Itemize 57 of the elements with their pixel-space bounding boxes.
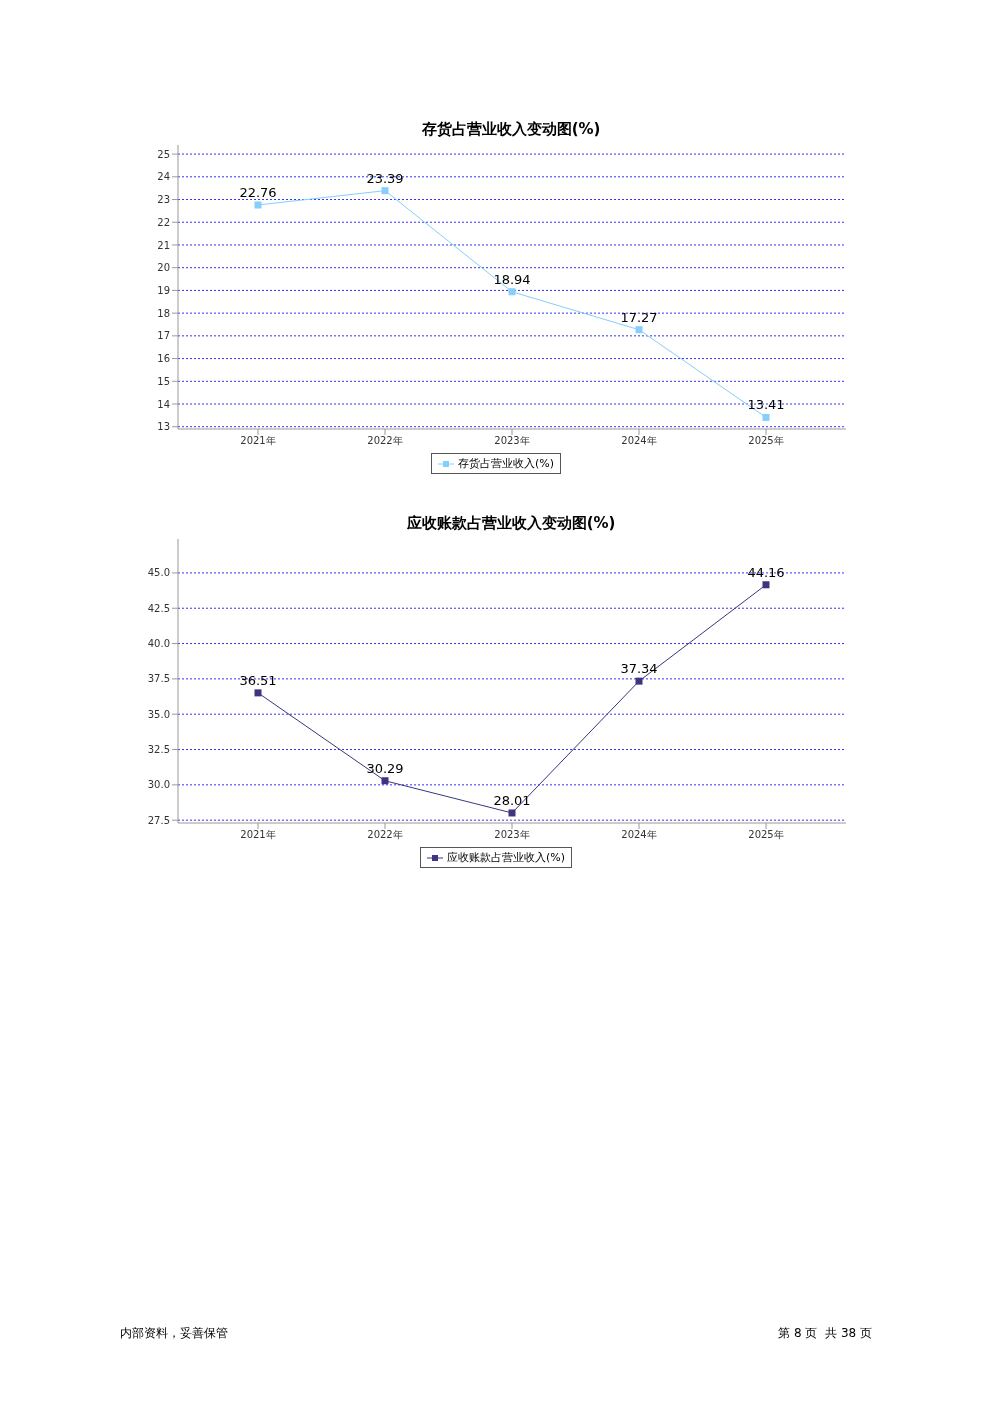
data-label: 36.51 — [239, 672, 277, 688]
x-tick-label: 2021年 — [240, 435, 276, 447]
point — [381, 777, 389, 785]
x-tick-label: 2021年 — [240, 829, 276, 841]
data-label: 23.39 — [366, 170, 404, 186]
x-tick-label: 2023年 — [494, 435, 530, 447]
x-tick-label: 2023年 — [494, 829, 530, 841]
y-tick-label: 13 — [157, 421, 170, 433]
data-label: 44.16 — [747, 564, 785, 580]
y-tick-label: 19 — [157, 284, 170, 296]
y-tick-label: 42.5 — [147, 602, 170, 614]
x-tick-label: 2025年 — [748, 435, 784, 447]
y-tick-label: 23 — [157, 194, 170, 206]
y-tick-label: 20 — [157, 262, 170, 274]
data-label: 18.94 — [493, 271, 531, 287]
text: 第 8 页 共 38 页 — [778, 1325, 872, 1342]
data-label: 13.41 — [747, 397, 785, 413]
y-tick-label: 35.0 — [147, 708, 170, 720]
y-tick-label: 25 — [157, 148, 170, 160]
x-tick-label: 2022年 — [367, 829, 403, 841]
y-tick-label: 24 — [157, 171, 170, 183]
y-tick-label: 16 — [157, 353, 170, 365]
data-label: 17.27 — [620, 309, 658, 325]
point — [508, 809, 516, 817]
point — [381, 187, 389, 195]
y-tick-label: 37.5 — [147, 673, 170, 685]
data-label: 30.29 — [366, 760, 404, 776]
chart-title: 存货占营业收入变动图(%) — [420, 120, 602, 139]
y-tick-label: 40.0 — [147, 638, 170, 650]
y-tick-label: 30.0 — [147, 779, 170, 791]
x-tick-label: 2024年 — [621, 829, 657, 841]
data-label: 28.01 — [493, 792, 531, 808]
y-tick-label: 18 — [157, 307, 170, 319]
y-tick-label: 27.5 — [147, 814, 170, 826]
y-tick-label: 15 — [157, 375, 170, 387]
legend-label: 存货占营业收入(%) — [457, 456, 555, 471]
data-label: 22.76 — [239, 184, 277, 200]
y-tick-label: 14 — [157, 398, 170, 410]
point — [508, 288, 516, 296]
point — [762, 581, 770, 589]
data-label: 37.34 — [620, 661, 658, 677]
point — [635, 326, 643, 334]
text: 内部资料，妥善保管 — [120, 1325, 228, 1342]
y-tick-label: 21 — [157, 239, 170, 251]
y-tick-label: 32.5 — [147, 744, 170, 756]
point — [635, 677, 643, 685]
point — [254, 689, 262, 697]
chart-title: 应收账款占营业收入变动图(%) — [405, 514, 617, 533]
x-tick-label: 2025年 — [748, 829, 784, 841]
legend-label: 应收账款占营业收入(%) — [446, 850, 566, 865]
y-tick-label: 17 — [157, 330, 170, 342]
y-tick-label: 45.0 — [147, 567, 170, 579]
y-tick-label: 22 — [157, 216, 170, 228]
x-tick-label: 2024年 — [621, 435, 657, 447]
point — [254, 201, 262, 209]
point — [762, 413, 770, 421]
x-tick-label: 2022年 — [367, 435, 403, 447]
